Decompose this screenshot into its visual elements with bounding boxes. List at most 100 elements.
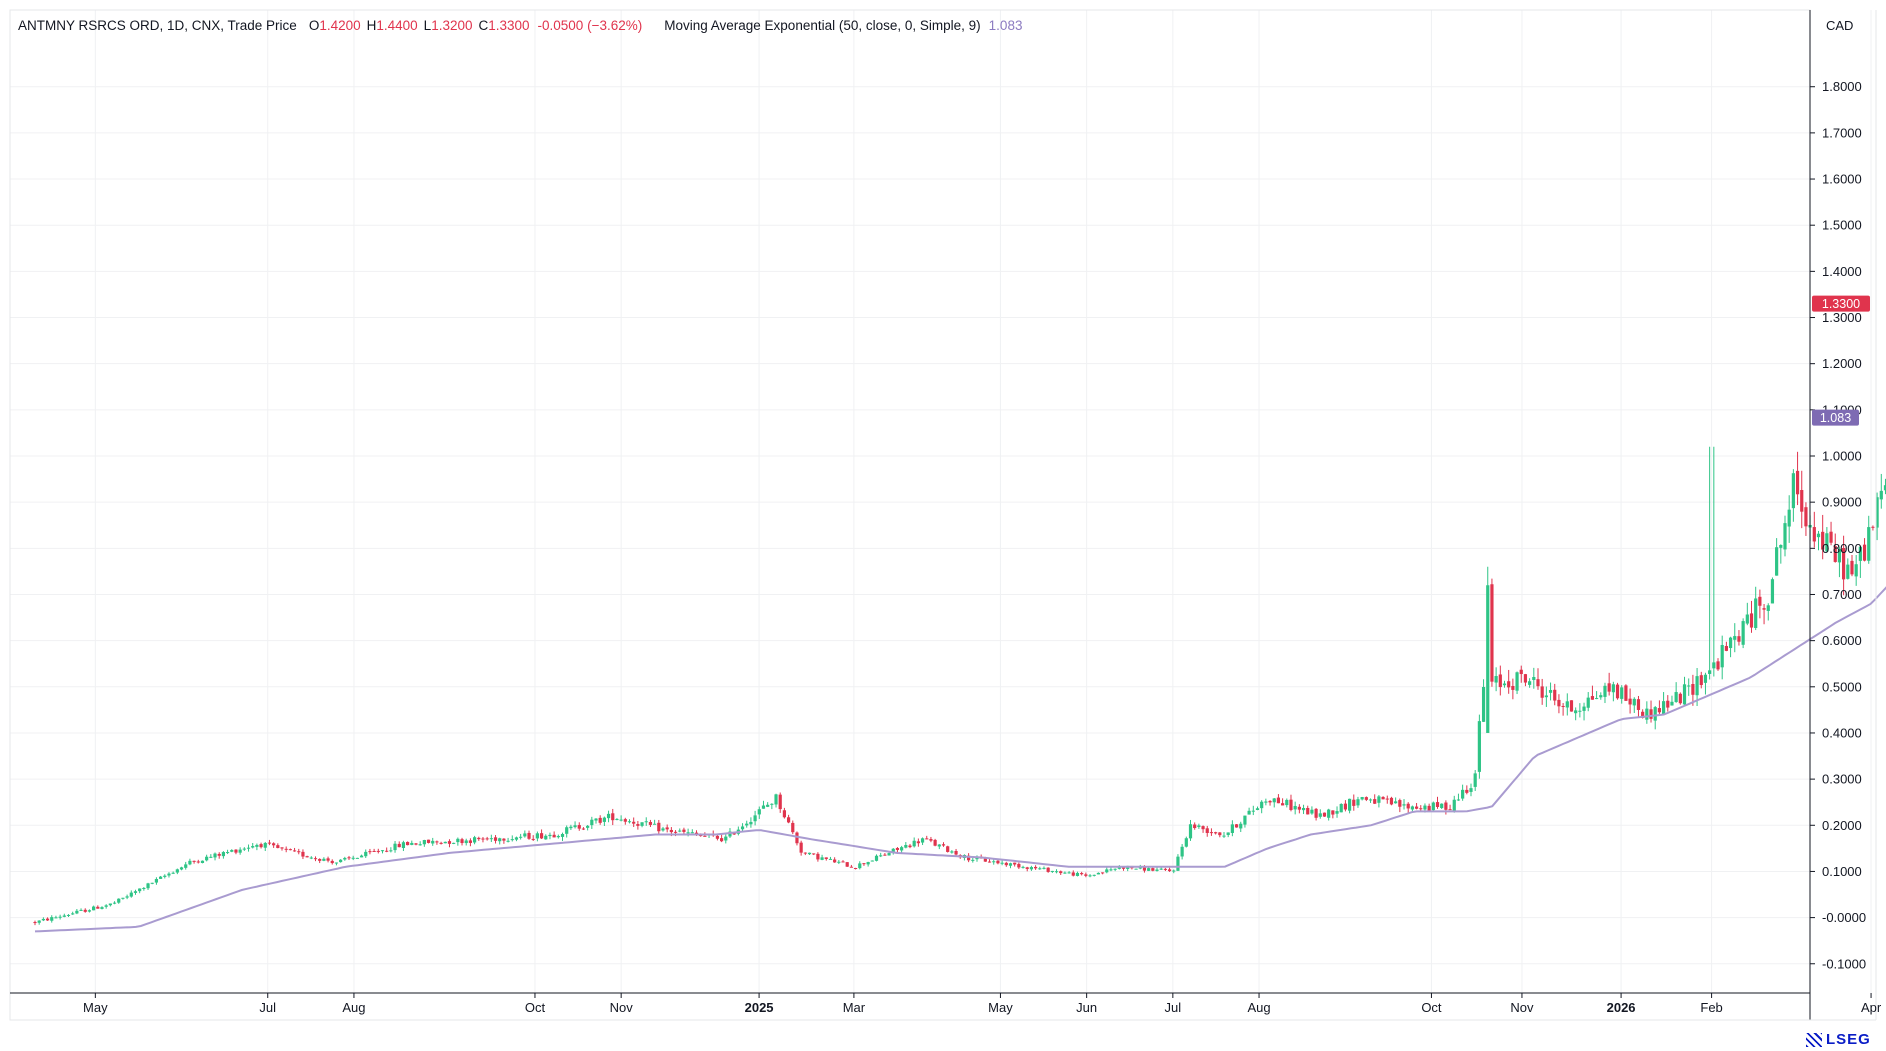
candle: [615, 818, 619, 821]
ema-line: [34, 586, 1886, 933]
candle: [1406, 802, 1410, 814]
candle: [539, 829, 544, 840]
candle: [1812, 511, 1816, 548]
time-tick-label: Nov: [610, 1000, 634, 1015]
candle: [623, 817, 627, 825]
close-value: 1.3300: [488, 18, 530, 33]
candle: [1578, 703, 1582, 718]
candle: [1402, 799, 1406, 810]
candle: [1779, 544, 1783, 564]
candle: [1720, 635, 1724, 680]
candle: [1301, 804, 1306, 815]
candle: [87, 909, 92, 913]
candle: [1042, 866, 1046, 870]
candle: [996, 859, 1000, 865]
candle: [246, 844, 251, 852]
candle: [1008, 862, 1013, 869]
candle: [334, 862, 339, 866]
candle: [1670, 695, 1674, 706]
candle: [1234, 824, 1239, 828]
candle: [1385, 795, 1389, 804]
candle: [1080, 871, 1084, 876]
candle: [757, 806, 761, 819]
candle: [104, 904, 108, 909]
time-tick-label: May: [988, 1000, 1013, 1015]
candle: [108, 903, 112, 907]
candle: [1188, 819, 1193, 841]
candle: [1586, 692, 1590, 712]
price-tick-label: 1.7000: [1822, 125, 1862, 140]
candle: [58, 914, 62, 920]
candle: [1360, 796, 1364, 801]
candle: [828, 856, 833, 860]
candle: [288, 848, 292, 851]
currency-label[interactable]: CAD: [1826, 18, 1854, 33]
candle: [1255, 806, 1260, 811]
candle: [1452, 795, 1456, 813]
candle: [1251, 805, 1255, 816]
candle: [908, 843, 912, 849]
candle: [1871, 525, 1875, 531]
price-tick-label: 0.9000: [1822, 495, 1862, 510]
candle: [1260, 800, 1264, 814]
candle: [1590, 685, 1595, 700]
price-axis[interactable]: 1.8000 1.7000 1.6000 1.5000 1.4000 1.3000 1.20…: [1810, 79, 1866, 971]
candle: [1264, 798, 1268, 806]
candle: [1222, 832, 1226, 838]
candle: [1167, 867, 1172, 872]
high-value: 1.4400: [376, 18, 418, 33]
candle: [393, 841, 397, 853]
time-tick-label: Jul: [259, 1000, 276, 1015]
instrument-title[interactable]: ANTMNY RSRCS ORD, 1D, CNX, Trade Price: [18, 18, 297, 33]
candle: [1636, 695, 1641, 718]
price-tick-label: 0.4000: [1822, 725, 1862, 740]
time-axis[interactable]: May Jul Aug Oct Nov 2025 Mar May Jun Jul Aug Oct Nov…: [83, 993, 1882, 1015]
candle: [267, 839, 272, 846]
candle: [1821, 514, 1825, 560]
candle: [560, 832, 565, 841]
candle: [1699, 671, 1703, 689]
candle: [1394, 797, 1398, 804]
candle: [1352, 794, 1356, 811]
candle: [690, 829, 694, 834]
candle: [1214, 831, 1218, 835]
candle: [736, 826, 740, 836]
candle: [1431, 801, 1435, 811]
time-tick-label: Oct: [1421, 1000, 1442, 1015]
candle: [1444, 800, 1448, 815]
candle: [1239, 821, 1243, 833]
candle: [1209, 828, 1214, 836]
candle: [514, 836, 519, 842]
candle: [523, 830, 527, 838]
candle: [992, 859, 996, 865]
candle: [778, 792, 782, 813]
candle: [456, 837, 460, 846]
candle: [66, 914, 71, 918]
candle: [138, 888, 142, 894]
candle: [1565, 693, 1569, 716]
candle: [581, 827, 586, 831]
candle: [1364, 796, 1368, 802]
candle: [833, 857, 837, 863]
candle: [1837, 546, 1842, 578]
candle: [786, 814, 791, 824]
open-value: 1.4200: [319, 18, 361, 33]
candle: [1649, 700, 1653, 723]
candle: [297, 848, 301, 855]
candle: [1678, 692, 1682, 705]
candle: [1523, 673, 1528, 687]
candle: [196, 859, 200, 864]
price-tick-label: 0.1000: [1822, 864, 1862, 879]
candle: [426, 839, 431, 844]
candle: [1795, 451, 1800, 506]
candle: [452, 842, 456, 845]
ema-value: 1.083: [1820, 411, 1851, 425]
candle: [1356, 796, 1360, 808]
candle: [1373, 794, 1377, 805]
candle: [1276, 794, 1281, 804]
candle: [493, 835, 498, 844]
candle: [866, 861, 870, 867]
candle: [133, 889, 138, 895]
indicator-title[interactable]: Moving Average Exponential (50, close, 0…: [664, 18, 981, 33]
